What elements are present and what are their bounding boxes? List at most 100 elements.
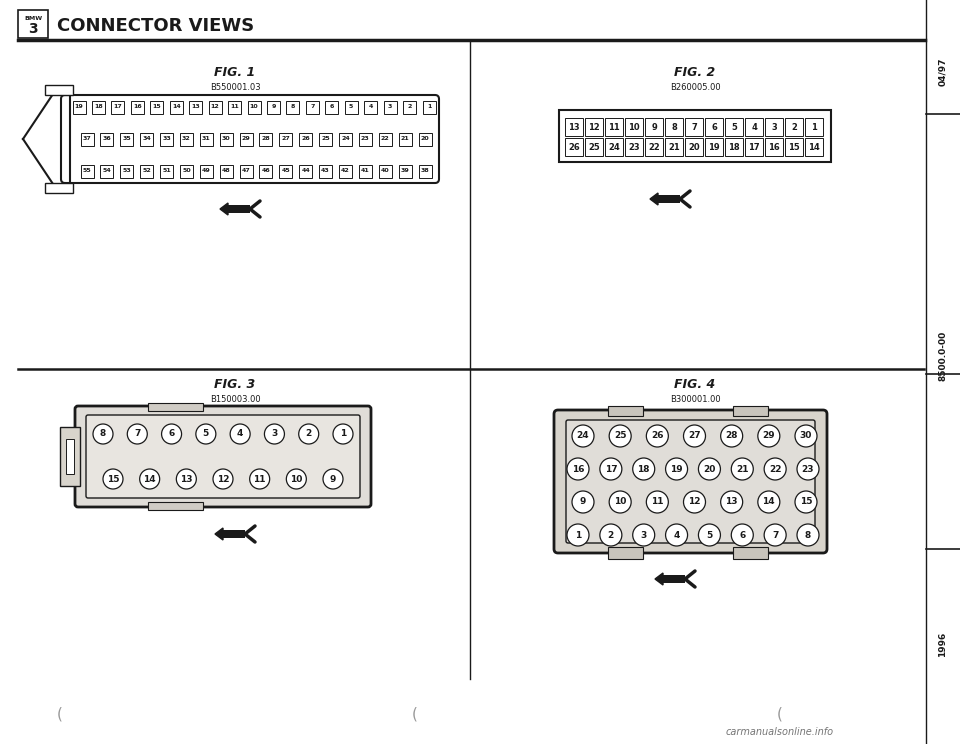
Text: 20: 20 bbox=[704, 464, 715, 473]
Bar bbox=[725, 118, 743, 136]
Circle shape bbox=[286, 469, 306, 489]
Text: 10: 10 bbox=[628, 123, 639, 132]
Text: 10: 10 bbox=[614, 498, 626, 507]
Bar bbox=[160, 132, 173, 146]
Bar bbox=[605, 138, 623, 156]
Text: 8: 8 bbox=[291, 104, 295, 109]
Text: 3: 3 bbox=[272, 429, 277, 438]
Bar bbox=[927, 0, 960, 744]
Circle shape bbox=[139, 469, 159, 489]
Bar bbox=[148, 502, 203, 510]
Text: 15: 15 bbox=[153, 104, 161, 109]
Text: 8: 8 bbox=[671, 123, 677, 132]
Bar bbox=[101, 132, 113, 146]
Text: 04/97: 04/97 bbox=[939, 58, 948, 86]
Bar bbox=[339, 164, 352, 178]
Bar bbox=[140, 132, 154, 146]
Circle shape bbox=[732, 458, 754, 480]
Text: 7: 7 bbox=[310, 104, 315, 109]
Circle shape bbox=[572, 491, 594, 513]
Text: 30: 30 bbox=[800, 432, 812, 440]
FancyBboxPatch shape bbox=[61, 95, 439, 183]
Bar bbox=[160, 164, 173, 178]
Text: BMW: BMW bbox=[24, 16, 42, 21]
Circle shape bbox=[633, 458, 655, 480]
Text: 2: 2 bbox=[791, 123, 797, 132]
Circle shape bbox=[600, 458, 622, 480]
Text: 7: 7 bbox=[134, 429, 140, 438]
Bar bbox=[60, 427, 80, 486]
Circle shape bbox=[665, 524, 687, 546]
Text: 25: 25 bbox=[613, 432, 627, 440]
Text: 4: 4 bbox=[369, 104, 372, 109]
Circle shape bbox=[103, 469, 123, 489]
Text: 17: 17 bbox=[113, 104, 122, 109]
Bar bbox=[148, 403, 203, 411]
Bar bbox=[120, 164, 133, 178]
Text: B260005.00: B260005.00 bbox=[670, 83, 720, 92]
Bar bbox=[92, 100, 105, 114]
Circle shape bbox=[196, 424, 216, 444]
Bar bbox=[419, 164, 431, 178]
Text: 9: 9 bbox=[580, 498, 587, 507]
Text: 19: 19 bbox=[670, 464, 683, 473]
Text: 48: 48 bbox=[222, 168, 230, 173]
Text: 10: 10 bbox=[250, 104, 258, 109]
Bar bbox=[705, 138, 723, 156]
FancyBboxPatch shape bbox=[554, 410, 827, 553]
Bar bbox=[45, 183, 73, 193]
Bar bbox=[685, 118, 703, 136]
Bar bbox=[259, 132, 273, 146]
Bar bbox=[339, 132, 352, 146]
Text: 50: 50 bbox=[182, 168, 191, 173]
Bar bbox=[608, 547, 643, 559]
Bar bbox=[259, 164, 273, 178]
Text: carmanualsonline.info: carmanualsonline.info bbox=[726, 727, 834, 737]
Bar bbox=[240, 132, 252, 146]
Bar bbox=[785, 118, 803, 136]
Text: 14: 14 bbox=[808, 143, 820, 152]
Text: 17: 17 bbox=[748, 143, 759, 152]
Text: 22: 22 bbox=[769, 464, 781, 473]
Circle shape bbox=[646, 425, 668, 447]
Text: 16: 16 bbox=[768, 143, 780, 152]
Circle shape bbox=[567, 524, 589, 546]
Bar bbox=[189, 100, 203, 114]
Text: (: ( bbox=[777, 707, 783, 722]
Bar bbox=[200, 164, 213, 178]
Circle shape bbox=[230, 424, 251, 444]
Bar bbox=[398, 132, 412, 146]
Bar bbox=[200, 132, 213, 146]
Text: 29: 29 bbox=[242, 136, 251, 141]
Text: 11: 11 bbox=[253, 475, 266, 484]
Text: 26: 26 bbox=[568, 143, 580, 152]
Circle shape bbox=[797, 458, 819, 480]
Bar bbox=[66, 439, 74, 474]
Bar bbox=[180, 132, 193, 146]
Text: 13: 13 bbox=[180, 475, 193, 484]
Text: 6: 6 bbox=[739, 530, 745, 539]
Bar bbox=[665, 118, 683, 136]
Text: 5: 5 bbox=[349, 104, 353, 109]
Text: 5: 5 bbox=[732, 123, 737, 132]
Text: 14: 14 bbox=[172, 104, 180, 109]
Bar bbox=[45, 85, 73, 95]
Text: 51: 51 bbox=[162, 168, 171, 173]
Bar bbox=[733, 547, 768, 559]
Text: 47: 47 bbox=[242, 168, 251, 173]
Circle shape bbox=[699, 458, 720, 480]
Text: (: ( bbox=[57, 707, 63, 722]
Text: 2: 2 bbox=[407, 104, 412, 109]
Bar bbox=[228, 205, 250, 213]
Bar bbox=[559, 110, 831, 162]
Circle shape bbox=[764, 524, 786, 546]
Bar bbox=[18, 10, 48, 38]
Text: 8: 8 bbox=[804, 530, 811, 539]
Text: 44: 44 bbox=[301, 168, 310, 173]
Circle shape bbox=[610, 425, 631, 447]
Text: 1: 1 bbox=[811, 123, 817, 132]
Bar bbox=[665, 138, 683, 156]
Text: 5: 5 bbox=[203, 429, 209, 438]
Text: 3: 3 bbox=[28, 22, 37, 36]
Circle shape bbox=[757, 425, 780, 447]
